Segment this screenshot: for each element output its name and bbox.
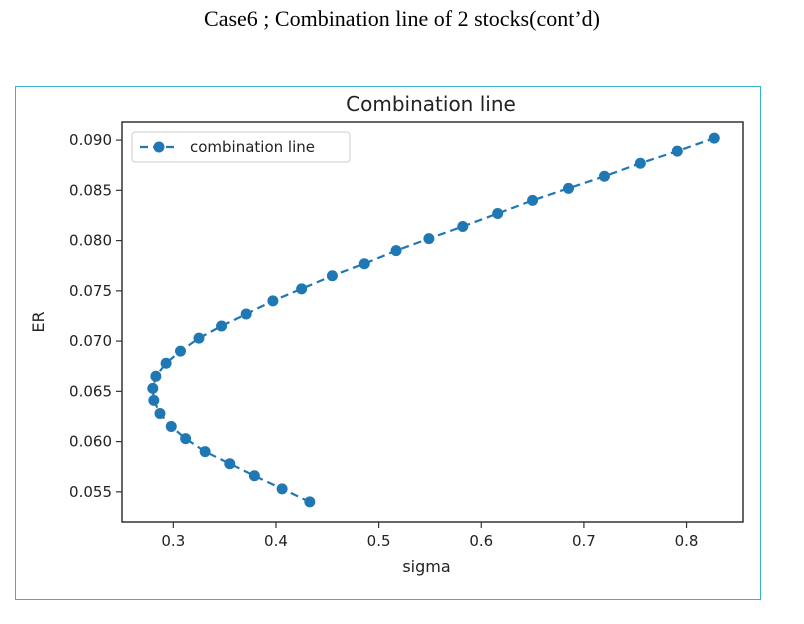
data-point <box>175 345 187 357</box>
data-point <box>304 496 316 508</box>
figure-frame: Combination line 0.3 0.4 0.5 0.6 0.7 0.8 0.055… <box>15 86 761 600</box>
data-point <box>492 207 504 219</box>
data-point <box>296 283 308 295</box>
data-point <box>358 258 370 270</box>
page-title: Case6 ; Combination line of 2 stocks(con… <box>204 6 600 31</box>
data-point <box>147 382 159 394</box>
data-point <box>248 470 260 482</box>
y-tick-label: 0.065 <box>69 382 112 400</box>
data-point <box>423 233 435 245</box>
data-point <box>224 458 236 470</box>
data-point <box>708 132 720 144</box>
y-tick-label: 0.085 <box>69 181 112 199</box>
data-point <box>671 145 683 157</box>
data-point <box>216 320 228 332</box>
y-axis-label: ER <box>29 311 48 332</box>
y-tick-label: 0.080 <box>69 232 112 250</box>
plot-area-frame <box>121 121 744 523</box>
data-point <box>199 446 211 458</box>
data-point <box>165 421 177 433</box>
series-line <box>151 137 715 503</box>
legend-label: combination line <box>190 138 315 156</box>
data-point <box>148 394 160 406</box>
y-tick-label: 0.090 <box>69 131 112 149</box>
data-point <box>267 295 279 307</box>
y-tick-label: 0.055 <box>69 483 112 501</box>
data-point <box>150 370 162 382</box>
data-point <box>457 221 469 233</box>
legend: combination line <box>131 131 351 163</box>
data-point <box>180 433 192 445</box>
data-point <box>276 483 288 495</box>
x-tick-label: 0.6 <box>469 532 493 550</box>
legend-marker-swatch <box>153 141 165 153</box>
data-point <box>326 270 338 282</box>
chart-title: Combination line <box>346 92 516 116</box>
data-point <box>240 308 252 320</box>
data-point <box>160 357 172 369</box>
series-group <box>147 132 720 508</box>
data-point <box>598 170 610 182</box>
chart-svg: Combination line 0.3 0.4 0.5 0.6 0.7 0.8 0.055… <box>29 92 744 576</box>
x-tick-label: 0.3 <box>161 532 185 550</box>
data-point <box>527 194 539 206</box>
x-tick-label: 0.8 <box>675 532 699 550</box>
x-tick-label: 0.4 <box>264 532 288 550</box>
x-axis-label: sigma <box>402 557 450 576</box>
data-point <box>390 245 402 257</box>
axes-group: 0.3 0.4 0.5 0.6 0.7 0.8 0.055 0.060 0.065 0.070 0.… <box>69 131 698 550</box>
data-point <box>563 182 575 194</box>
data-point <box>154 407 166 419</box>
y-tick-label: 0.060 <box>69 433 112 451</box>
y-tick-label: 0.075 <box>69 282 112 300</box>
y-tick-label: 0.070 <box>69 332 112 350</box>
x-tick-label: 0.5 <box>367 532 391 550</box>
x-tick-label: 0.7 <box>572 532 596 550</box>
legend-box <box>131 131 351 163</box>
data-point <box>193 332 205 344</box>
data-point <box>634 157 646 169</box>
